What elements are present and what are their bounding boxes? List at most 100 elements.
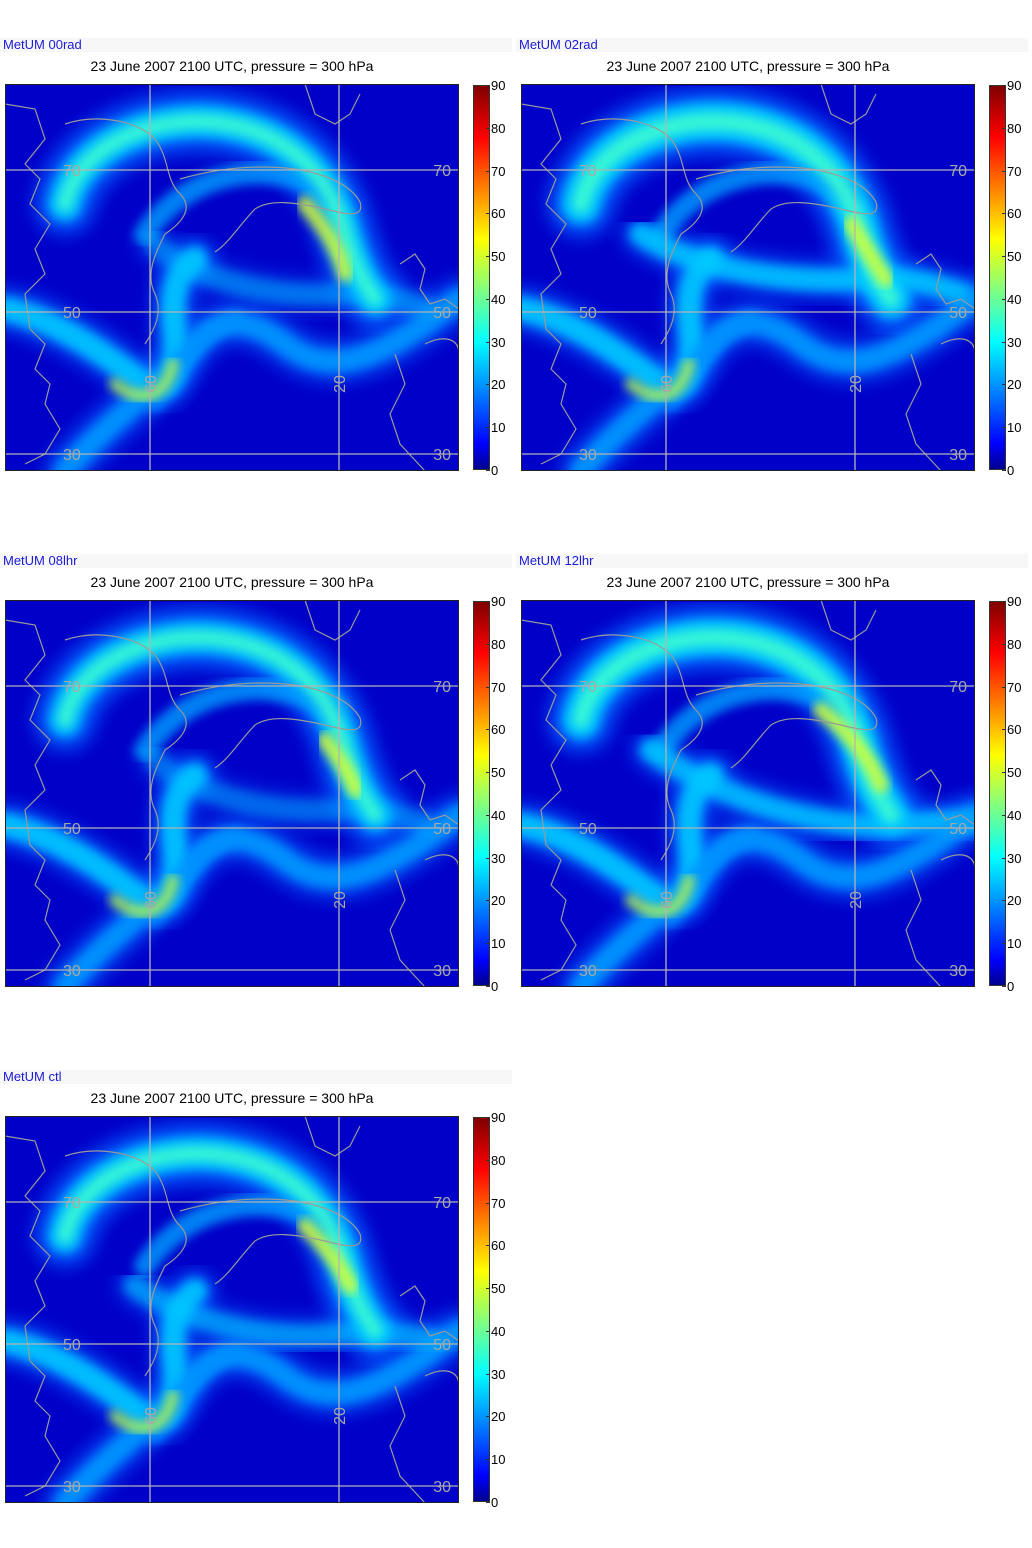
colorbar-tick-mark xyxy=(486,127,490,129)
colorbar-tick-label: 90 xyxy=(491,78,506,93)
colorbar-tick-mark xyxy=(1002,601,1006,602)
colorbar xyxy=(989,85,1006,470)
map-panel-12lhr: MetUM 12lhr 23 June 2007 2100 UTC, press… xyxy=(516,554,1028,1024)
wind-field: 70 70 50 50 30 30 60 20 xyxy=(521,600,975,987)
coastline xyxy=(64,118,187,345)
colorbar-tick-mark xyxy=(1002,213,1006,215)
colorbar-tick-mark xyxy=(1002,900,1006,902)
coastline xyxy=(580,634,703,861)
colorbar-tick-label: 90 xyxy=(1007,594,1022,609)
colorbar-tick-label: 60 xyxy=(491,722,506,738)
colorbar-tick-label: 80 xyxy=(491,120,506,136)
colorbar-tick-label: 10 xyxy=(491,1452,506,1468)
colorbar-tick-label: 80 xyxy=(491,1152,506,1168)
colorbar-tick-label: 30 xyxy=(1007,334,1022,350)
colorbar-tick-mark xyxy=(1002,170,1006,172)
colorbar-tick-label: 10 xyxy=(491,936,506,952)
latitude-label: 30 xyxy=(949,963,967,980)
colorbar-tick-label: 10 xyxy=(1007,420,1022,436)
coastline xyxy=(905,869,942,987)
colorbar-tick-mark xyxy=(486,1373,490,1375)
colorbar-tick-label: 80 xyxy=(1007,120,1022,136)
colorbar-tick-mark xyxy=(486,341,490,343)
colorbar-tick-mark xyxy=(1002,427,1006,429)
map-frame xyxy=(5,600,459,987)
colorbar-tick-label: 50 xyxy=(491,1281,506,1297)
colorbar-tick-mark xyxy=(486,1117,490,1118)
map-panel-00rad: MetUM 00rad 23 June 2007 2100 UTC, press… xyxy=(0,38,512,508)
colorbar-tick-label: 80 xyxy=(491,636,506,652)
latitude-label: 70 xyxy=(63,679,81,696)
colorbar-tick-mark xyxy=(1002,298,1006,300)
longitude-label: 60 xyxy=(143,375,160,393)
colorbar-tick-label: 90 xyxy=(491,594,506,609)
panel-header xyxy=(516,38,1028,52)
colorbar-tick-mark xyxy=(486,1288,490,1290)
jet-band xyxy=(134,162,346,245)
latitude-label: 50 xyxy=(433,305,451,322)
colorbar-tick-mark xyxy=(1002,729,1006,731)
colorbar-tick-label: 90 xyxy=(491,1110,506,1125)
colorbar-tick-label: 40 xyxy=(1007,807,1022,823)
colorbar-tick-label: 20 xyxy=(491,893,506,909)
coastline xyxy=(521,619,577,981)
colorbar-tick-mark xyxy=(1002,857,1006,859)
jet-core xyxy=(57,114,383,307)
colorbar-tick-mark xyxy=(486,601,490,602)
colorbar-tick-label: 30 xyxy=(491,1366,506,1382)
colorbar-tick-mark xyxy=(486,427,490,429)
longitude-label: 60 xyxy=(143,1407,160,1425)
longitude-label: 20 xyxy=(332,891,349,909)
latitude-label: 50 xyxy=(433,821,451,838)
longitude-label: 20 xyxy=(848,891,865,909)
coastline xyxy=(905,353,942,471)
coastline xyxy=(915,769,975,826)
colorbar-tick-label: 40 xyxy=(1007,291,1022,307)
latitude-label: 70 xyxy=(433,679,451,696)
colorbar-tick-label: 60 xyxy=(1007,722,1022,738)
coastline xyxy=(399,253,459,310)
colorbar-tick-label: 70 xyxy=(491,1195,506,1211)
colorbar-tick-mark xyxy=(486,1416,490,1418)
latitude-label: 30 xyxy=(949,447,967,464)
colorbar-tick-mark xyxy=(486,643,490,645)
colorbar-tick-mark xyxy=(486,213,490,215)
colorbar-tick-mark xyxy=(486,470,490,471)
coastline xyxy=(915,253,975,310)
latitude-label: 70 xyxy=(949,163,967,180)
longitude-label: 60 xyxy=(143,891,160,909)
latitude-label: 70 xyxy=(949,679,967,696)
jet-core xyxy=(297,196,353,282)
panel-header xyxy=(0,554,512,568)
run-label: MetUM 02rad xyxy=(519,37,598,52)
latitude-label: 50 xyxy=(579,305,597,322)
coastline xyxy=(695,682,878,769)
run-label: MetUM ctl xyxy=(3,1069,62,1084)
colorbar-tick-mark xyxy=(486,943,490,945)
jet-core xyxy=(813,702,889,793)
jet-core xyxy=(57,1146,383,1339)
colorbar-tick-label: 70 xyxy=(491,163,506,179)
map-frame xyxy=(5,84,459,471)
longitude-label: 20 xyxy=(332,1407,349,1425)
colorbar-tick-mark xyxy=(486,900,490,902)
latitude-label: 50 xyxy=(579,821,597,838)
map-frame xyxy=(521,600,975,987)
colorbar-tick-label: 20 xyxy=(1007,377,1022,393)
colorbar xyxy=(989,601,1006,986)
wind-speed-map: 70 70 50 50 30 30 60 20 xyxy=(521,600,975,987)
colorbar-tick-mark xyxy=(486,298,490,300)
colorbar-tick-mark xyxy=(1002,643,1006,645)
plot-title: 23 June 2007 2100 UTC, pressure = 300 hP… xyxy=(606,574,890,590)
longitude-label: 20 xyxy=(332,375,349,393)
colorbar-tick-label: 30 xyxy=(1007,850,1022,866)
coastline xyxy=(304,1116,361,1157)
jet-band xyxy=(630,223,972,305)
colorbar-tick-mark xyxy=(486,686,490,688)
coastline xyxy=(399,1285,459,1342)
colorbar-tick-label: 40 xyxy=(491,807,506,823)
colorbar-tick-mark xyxy=(486,729,490,731)
latitude-label: 30 xyxy=(433,963,451,980)
coastline xyxy=(64,1150,187,1377)
wind-speed-map: 70 70 50 50 30 30 60 20 xyxy=(5,84,459,471)
